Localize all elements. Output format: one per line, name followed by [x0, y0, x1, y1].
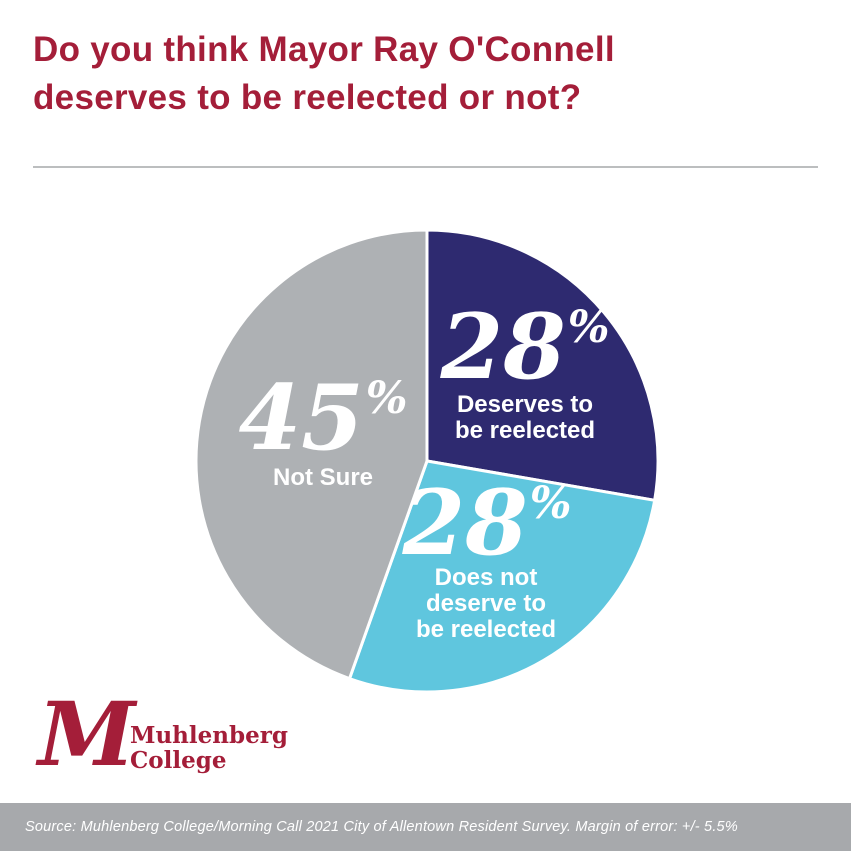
source-bar: Source: Muhlenberg College/Morning Call …: [0, 803, 851, 851]
pie-slice-does-not-deserve: [348, 459, 657, 694]
chart-title-line-1: Do you think Mayor Ray O'Connell: [33, 30, 615, 69]
pie-slice-not-sure: [194, 228, 429, 681]
chart-title-line-2: deserves to be reelected or not?: [33, 78, 582, 117]
slice-label-does-not-deserve: Does not deserve to be reelected: [416, 565, 556, 643]
percent-sign: %: [567, 301, 610, 353]
logo-name-line-2: College: [130, 747, 227, 774]
slice-label-not-sure-line-1: Not Sure: [272, 464, 374, 491]
slice-label-not-sure: Not Sure: [273, 465, 373, 491]
slice-value-not-sure-number: 45: [238, 365, 364, 471]
percent-sign: %: [365, 372, 408, 424]
slice-value-deserves-number: 28: [440, 294, 566, 400]
slice-value-not-sure: 45%: [238, 373, 407, 463]
pie-slice-deserves: [425, 228, 660, 502]
slice-label-deserves-line-2: be reelected: [454, 417, 596, 444]
chart-title: Do you think Mayor Ray O'Connell deserve…: [33, 26, 823, 122]
muhlenberg-monogram-icon: M: [38, 682, 136, 786]
pie-chart: 28% Deserves to be reelected 28% Does no…: [192, 226, 662, 696]
slice-label-deserves-line-1: Deserves to: [456, 391, 594, 418]
slice-label-does-not-deserve-line-3: be reelected: [415, 616, 557, 643]
source-text: Source: Muhlenberg College/Morning Call …: [25, 819, 738, 835]
divider-line: [33, 166, 818, 168]
logo-name-line-1: Muhlenberg: [130, 722, 288, 749]
slice-label-deserves: Deserves to be reelected: [455, 392, 595, 444]
muhlenberg-logo-name: Muhlenberg College: [130, 723, 288, 773]
percent-sign: %: [529, 477, 572, 529]
slice-value-does-not-deserve-number: 28: [402, 470, 528, 576]
pie-chart-svg: [194, 228, 660, 694]
slice-label-does-not-deserve-line-1: Does not: [434, 564, 538, 591]
slice-value-does-not-deserve: 28%: [402, 478, 571, 568]
slice-value-deserves: 28%: [440, 302, 609, 392]
slice-label-does-not-deserve-line-2: deserve to: [425, 590, 547, 617]
